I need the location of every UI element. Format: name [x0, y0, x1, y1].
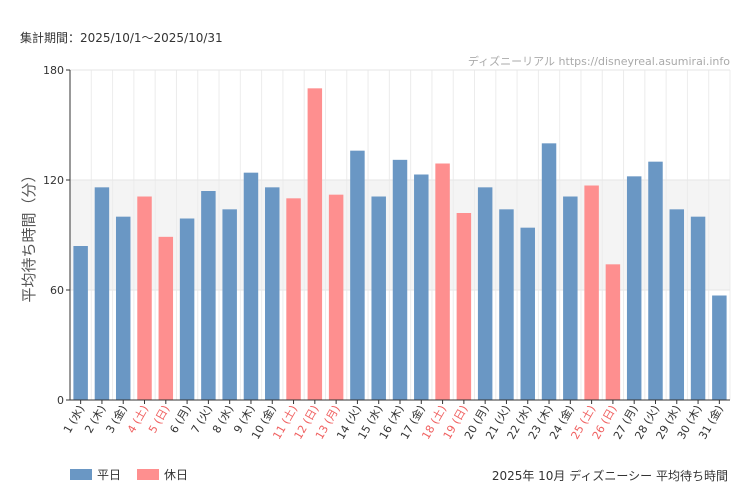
bar-day-15 [371, 196, 386, 400]
bar-day-10 [265, 187, 280, 400]
bar-day-25 [584, 185, 599, 400]
legend-label-holiday: 休日 [164, 468, 189, 482]
bar-day-29 [669, 209, 685, 400]
bar-day-6 [179, 218, 195, 400]
credit-label: ディズニーリアル https://disneyreal.asumirai.inf… [467, 55, 730, 68]
legend-item-holiday[interactable]: 休日 [137, 466, 188, 483]
bar-day-31 [712, 295, 727, 400]
y-tick-label: 180 [43, 64, 64, 77]
bar-day-12 [307, 88, 323, 400]
bar-day-13 [328, 194, 344, 400]
bar-day-19 [456, 213, 472, 400]
period-label: 集計期間：2025/10/1〜2025/10/31 [20, 31, 223, 45]
bar-day-2 [94, 187, 110, 400]
bar-day-27 [626, 176, 642, 400]
legend-item-weekday[interactable]: 平日 [70, 466, 121, 483]
bar-day-18 [435, 163, 450, 400]
y-tick-label: 120 [43, 174, 64, 187]
y-axis-label: 平均待ち時間（分） [20, 167, 38, 302]
bar-day-17 [414, 174, 429, 400]
bar-day-5 [158, 236, 174, 400]
bar-day-7 [201, 191, 216, 400]
bar-day-24 [563, 196, 578, 400]
bar-day-30 [690, 216, 706, 400]
bar-day-21 [499, 209, 514, 400]
y-tick-label: 0 [57, 394, 64, 407]
bar-day-20 [477, 187, 493, 400]
legend-label-weekday: 平日 [97, 468, 122, 482]
bar-day-1 [73, 246, 88, 400]
bar-day-16 [392, 159, 408, 400]
bar-day-14 [350, 150, 365, 400]
bar-day-23 [541, 143, 557, 401]
chart-title: 2025年 10月 ディズニーシー 平均待ち時間 [491, 469, 728, 483]
legend-swatch-weekday [70, 469, 92, 480]
legend-swatch-holiday [137, 469, 160, 480]
bar-day-11 [286, 198, 301, 400]
bar-day-4 [137, 196, 152, 400]
y-tick-label: 60 [50, 284, 64, 297]
bar-day-9 [243, 172, 259, 400]
bar-day-26 [605, 264, 621, 400]
bar-day-8 [222, 209, 237, 400]
legend: 平日 休日 [70, 466, 204, 483]
bar-day-28 [648, 161, 663, 400]
bar-day-22 [520, 227, 535, 400]
bar-day-3 [115, 216, 131, 400]
